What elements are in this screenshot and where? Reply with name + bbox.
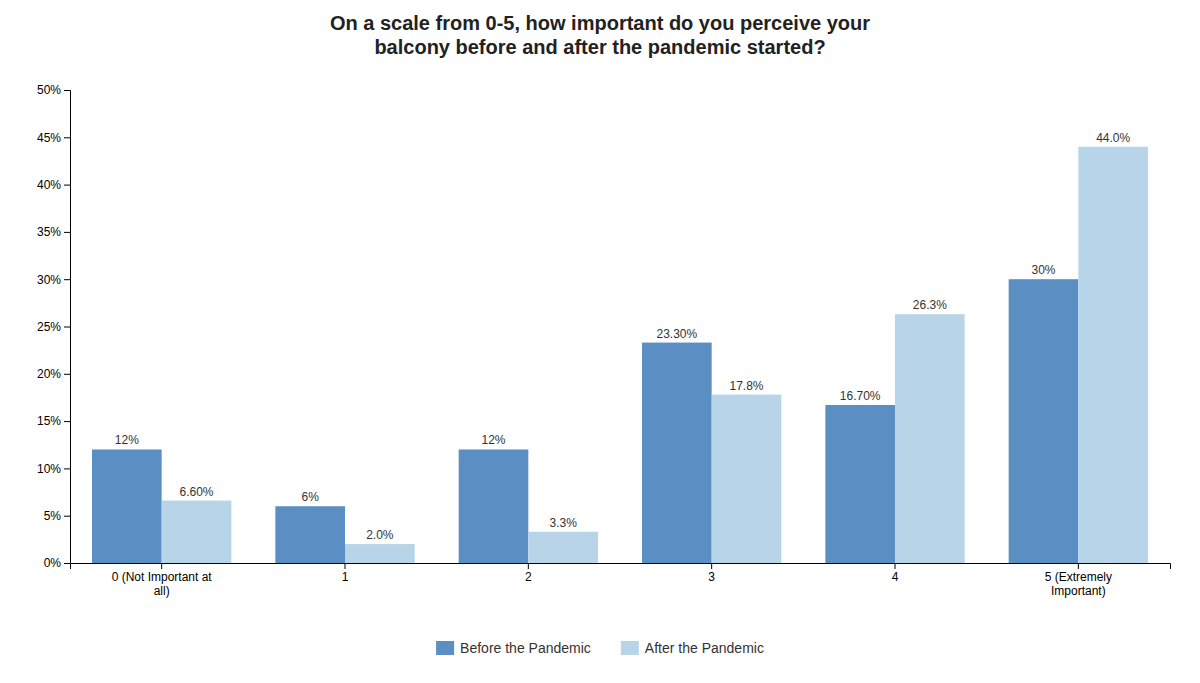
bar-series — [92, 279, 1078, 563]
data-label: 2.0% — [366, 528, 394, 542]
y-tick-label: 20% — [37, 367, 61, 381]
y-tick-label: 15% — [37, 414, 61, 428]
data-label: 12% — [115, 433, 139, 447]
data-label: 3.3% — [549, 516, 577, 530]
data-label: 23.30% — [656, 327, 697, 341]
y-tick-group: 35% — [37, 225, 70, 239]
bar — [1078, 147, 1148, 563]
title: On a scale from 0-5, how important do yo… — [330, 12, 870, 58]
legend-item: After the Pandemic — [621, 640, 764, 656]
y-tick — [64, 232, 70, 233]
legend: Before the Pandemic After the Pandemic — [436, 640, 764, 656]
x-tick-label: 1 — [342, 570, 349, 584]
bar — [275, 506, 345, 563]
x-tick-group: 4 — [892, 563, 899, 584]
y-tick — [64, 421, 70, 422]
x-tick-label: 4 — [892, 570, 899, 584]
bar — [1009, 279, 1079, 563]
y-tick-group: 5% — [44, 509, 70, 523]
y-tick-label: 10% — [37, 462, 61, 476]
data-labels: 12% 6% 12% 23.30% 16.70% 30% 6.60% 2.0% 3.3% 17.8… — [115, 131, 1131, 542]
data-label: 17.8% — [729, 379, 763, 393]
y-tick — [64, 90, 70, 91]
y-tick-group: 40% — [37, 178, 70, 192]
y-tick-group: 25% — [37, 320, 70, 334]
y-tick — [64, 516, 70, 517]
y-tick-group: 30% — [37, 273, 70, 287]
y-tick-group: 50% — [37, 83, 70, 97]
y-tick — [64, 468, 70, 469]
legend-label: After the Pandemic — [645, 640, 764, 656]
data-label: 12% — [481, 433, 505, 447]
y-axis-line — [64, 91, 71, 564]
x-tick-group: 3 — [708, 563, 715, 584]
bar — [712, 395, 782, 563]
plot: 0% 5% 10% 15% 20% 25% 30% 35% 40% 45% 50% 0 (Not Im… — [37, 83, 1171, 598]
y-tick-label: 50% — [37, 83, 61, 97]
x-tick-group: 0 (Not Important atall) — [112, 563, 213, 598]
bar-series — [162, 147, 1148, 563]
chart: On a scale from 0-5, how important do yo… — [0, 0, 1200, 683]
bar — [642, 343, 712, 563]
data-label: 44.0% — [1096, 131, 1130, 145]
data-label: 16.70% — [840, 389, 881, 403]
bar — [895, 314, 965, 563]
bar — [162, 501, 232, 563]
x-tick-label: 3 — [708, 570, 715, 584]
x-tick-group: 5 (ExtremelyImportant) — [1045, 563, 1112, 598]
y-tick-group: 15% — [37, 414, 70, 428]
data-label: 6.60% — [179, 485, 213, 499]
y-tick-label: 25% — [37, 320, 61, 334]
x-tick-label: 2 — [525, 570, 532, 584]
y-tick-label: 0% — [44, 556, 62, 570]
data-label: 26.3% — [913, 298, 947, 312]
data-label: 6% — [301, 490, 319, 504]
x-tick — [528, 563, 529, 569]
y-tick — [64, 374, 70, 375]
legend-swatch — [621, 641, 639, 655]
y-tick-label: 45% — [37, 131, 61, 145]
x-tick — [161, 563, 162, 569]
data-label: 30% — [1031, 263, 1055, 277]
x-axis: 0 (Not Important atall) 1 2 3 4 5 (ExtremelyI… — [71, 563, 1171, 598]
x-tick — [711, 563, 712, 569]
y-tick — [64, 563, 70, 564]
x-tick-label: 0 (Not Important atall) — [112, 570, 213, 598]
bar — [345, 544, 415, 563]
x-tick-group: 2 — [525, 563, 532, 584]
x-tick-group: 1 — [342, 563, 349, 584]
y-tick-group: 45% — [37, 131, 70, 145]
bar — [528, 532, 598, 563]
y-tick — [64, 185, 70, 186]
y-tick-label: 5% — [44, 509, 62, 523]
x-tick-label: 5 (ExtremelyImportant) — [1045, 570, 1112, 598]
x-tick — [895, 563, 896, 569]
x-tick — [1078, 563, 1079, 569]
bar — [825, 405, 895, 563]
bar — [459, 449, 529, 563]
y-tick-group: 10% — [37, 462, 70, 476]
bar — [92, 449, 162, 563]
bars — [92, 147, 1148, 563]
x-axis-line — [71, 564, 1171, 570]
y-tick — [64, 137, 70, 138]
y-axis: 0% 5% 10% 15% 20% 25% 30% 35% 40% 45% 50% — [37, 83, 71, 570]
y-tick-group: 20% — [37, 367, 70, 381]
legend-label: Before the Pandemic — [460, 640, 591, 656]
y-tick-label: 30% — [37, 273, 61, 287]
x-tick — [345, 563, 346, 569]
legend-item: Before the Pandemic — [436, 640, 591, 656]
legend-swatch — [436, 641, 454, 655]
y-tick-label: 35% — [37, 225, 61, 239]
y-tick — [64, 327, 70, 328]
y-tick-label: 40% — [37, 178, 61, 192]
y-tick — [64, 279, 70, 280]
y-tick-group: 0% — [44, 556, 70, 570]
